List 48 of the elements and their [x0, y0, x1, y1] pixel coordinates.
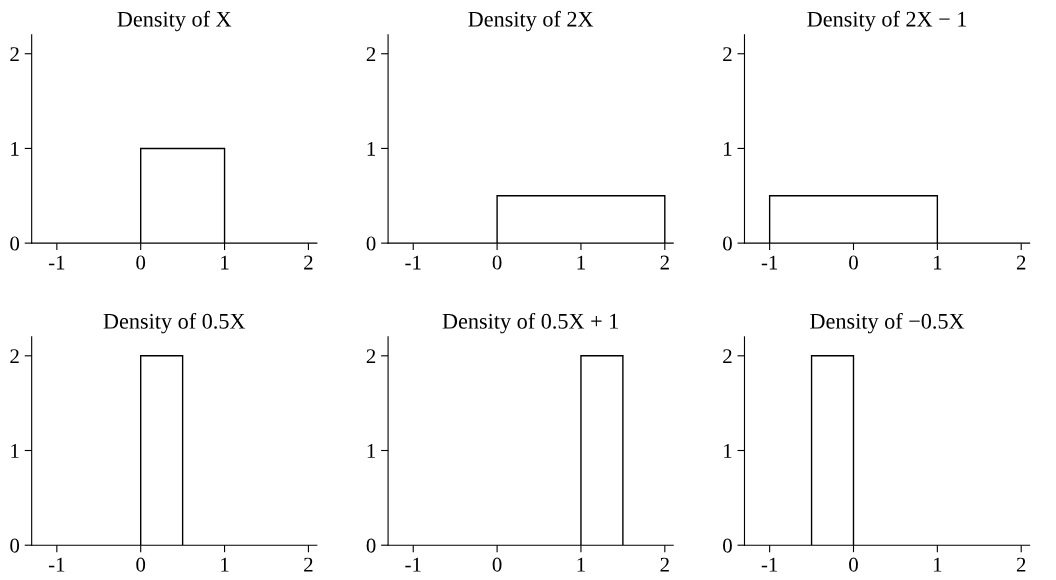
chart-title: Density of 0.5X	[103, 312, 246, 334]
x-tick-label: -1	[761, 557, 778, 572]
x-tick-label: 2	[660, 255, 669, 270]
x-tick-label: 0	[136, 557, 146, 572]
x-tick-label: 2	[304, 255, 313, 270]
y-tick-label: 1	[11, 443, 19, 458]
y-tick-label: 1	[724, 141, 732, 156]
y-tick-label: 2	[366, 47, 376, 61]
chart-title: Density of 2X	[468, 10, 594, 32]
x-tick-label: 2	[1016, 557, 1026, 572]
y-tick-label: 2	[10, 349, 19, 364]
x-tick-label: -1	[48, 557, 65, 572]
x-tick-label: -1	[405, 557, 421, 572]
x-tick-label: 1	[221, 255, 229, 270]
x-tick-label: 2	[304, 557, 313, 572]
y-tick-label: 0	[723, 236, 732, 251]
x-tick-label: 1	[933, 557, 942, 572]
x-tick-label: -1	[761, 255, 778, 270]
y-tick-label: 2	[366, 349, 376, 364]
x-tick-label: -1	[48, 255, 65, 270]
y-tick-label: 1	[724, 443, 732, 458]
x-tick-label: 1	[577, 557, 585, 572]
y-tick-label: 1	[11, 141, 19, 156]
y-tick-label: 2	[723, 47, 732, 61]
y-tick-label: 0	[723, 538, 732, 553]
chart-title: Density of −0.5X	[810, 312, 965, 334]
x-tick-label: 0	[492, 255, 502, 270]
y-tick-label: 2	[723, 349, 732, 364]
x-tick-label: 0	[492, 557, 502, 572]
y-tick-label: 0	[10, 236, 20, 251]
y-tick-label: 1	[367, 443, 376, 458]
x-tick-label: 1	[577, 255, 585, 270]
y-tick-label: 0	[366, 236, 376, 251]
chart-title: Density of 0.5X + 1	[442, 312, 618, 334]
x-tick-label: 1	[933, 255, 942, 270]
x-tick-label: 1	[221, 557, 229, 572]
y-tick-label: 0	[10, 538, 20, 553]
x-tick-label: 0	[136, 255, 146, 270]
y-tick-label: 2	[10, 47, 19, 61]
y-tick-label: 1	[367, 141, 376, 156]
chart-title: Density of X	[117, 10, 232, 32]
x-tick-label: 0	[849, 557, 858, 572]
x-tick-label: 2	[1016, 255, 1026, 270]
y-tick-label: 0	[366, 538, 376, 553]
x-tick-label: 2	[660, 557, 669, 572]
x-tick-label: -1	[405, 255, 421, 270]
chart-title: Density of 2X − 1	[807, 10, 967, 32]
x-tick-label: 0	[849, 255, 858, 270]
